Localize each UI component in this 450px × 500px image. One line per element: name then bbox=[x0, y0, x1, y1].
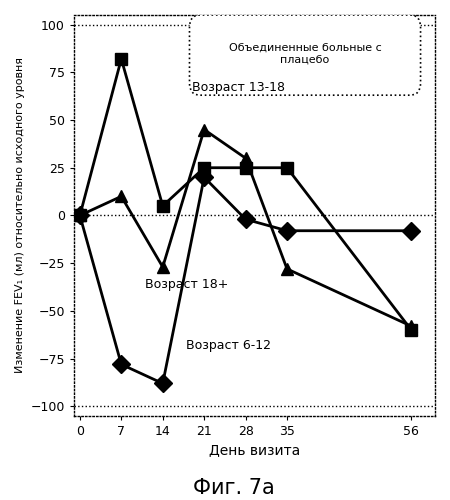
Y-axis label: Изменение FEV₁ (мл) относительно исходного уровня: Изменение FEV₁ (мл) относительно исходно… bbox=[15, 58, 25, 374]
Text: Фиг. 7а: Фиг. 7а bbox=[193, 478, 275, 498]
X-axis label: День визита: День визита bbox=[209, 444, 300, 458]
FancyBboxPatch shape bbox=[189, 15, 421, 95]
Text: Объединенные больные с
плацебо: Объединенные больные с плацебо bbox=[229, 43, 382, 64]
Text: Возраст 6-12: Возраст 6-12 bbox=[186, 339, 271, 352]
Text: Возраст 13-18: Возраст 13-18 bbox=[192, 81, 285, 94]
Text: Возраст 18+: Возраст 18+ bbox=[145, 278, 228, 290]
